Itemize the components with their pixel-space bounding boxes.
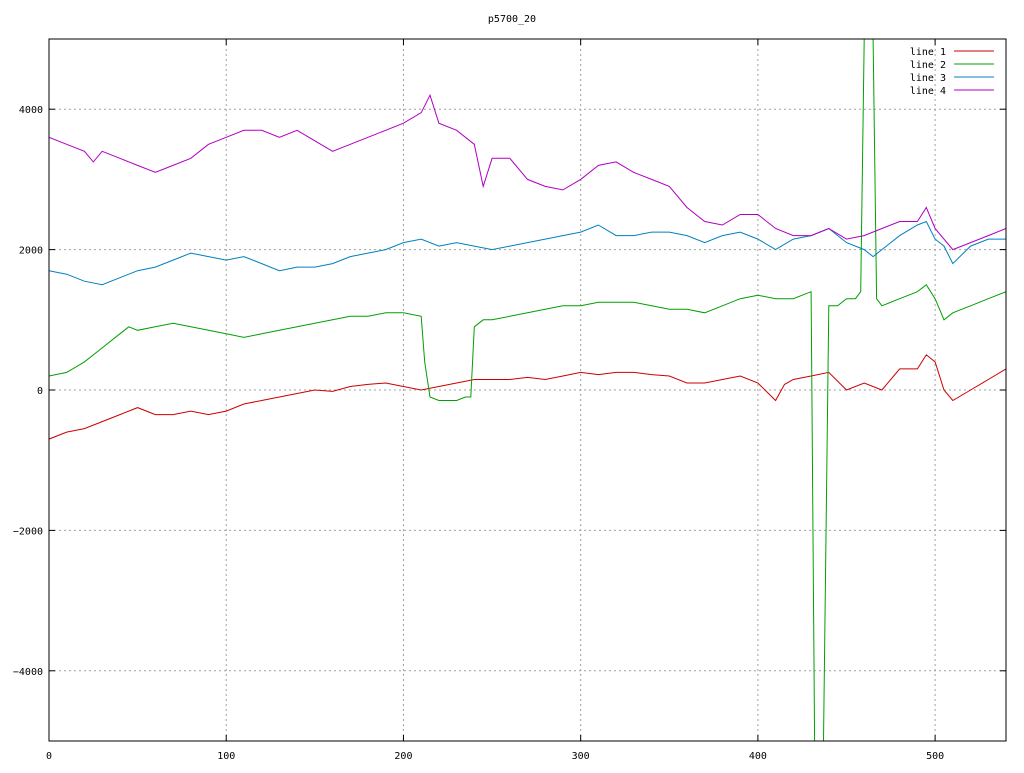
x-tick-label: 0 — [46, 751, 52, 762]
chart-title: p5700_20 — [488, 14, 536, 25]
grid-lines — [49, 39, 1006, 741]
y-tick-label: 2000 — [19, 246, 43, 257]
y-tick-label: −2000 — [13, 526, 43, 537]
legend: line 1 line 2 line 3 line 4 — [910, 47, 994, 97]
series-line-3 — [49, 220, 1006, 286]
axes: 0 100 200 300 400 500 −4000 −2000 0 2000 4000 — [13, 39, 1006, 762]
plot-frame — [48, 38, 1007, 742]
x-tick-label: 500 — [926, 751, 944, 762]
y-tick-label: 4000 — [19, 105, 43, 116]
series-line-2 — [49, 39, 1006, 741]
x-tick-label: 400 — [749, 751, 767, 762]
x-tick-label: 100 — [217, 751, 235, 762]
legend-label-3: line 3 — [910, 73, 946, 84]
series-group — [49, 39, 1006, 741]
y-tick-label: 0 — [37, 386, 43, 397]
legend-label-4: line 4 — [910, 86, 946, 97]
x-tick-label: 300 — [572, 751, 590, 762]
legend-label-2: line 2 — [910, 60, 946, 71]
y-tick-label: −4000 — [13, 667, 43, 678]
legend-label-1: line 1 — [910, 47, 946, 58]
series-line-1 — [49, 354, 1006, 440]
series-line-4 — [49, 93, 1006, 251]
x-tick-label: 200 — [394, 751, 412, 762]
